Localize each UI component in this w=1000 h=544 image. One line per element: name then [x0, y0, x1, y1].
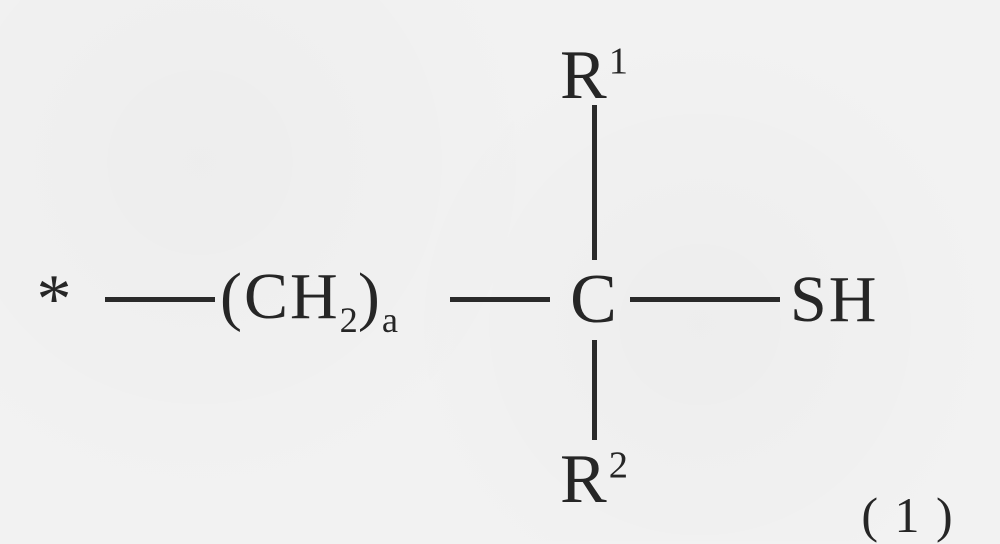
- r2-sup: 2: [609, 445, 628, 487]
- bond-c-to-r1: [592, 105, 597, 260]
- attachment-point: *: [37, 260, 74, 340]
- bond-attach-to-ch2: [105, 297, 215, 302]
- ch2-group: (CH2)a: [220, 259, 398, 341]
- thiol-group: SH: [790, 262, 878, 338]
- center-carbon: C: [570, 260, 619, 340]
- bond-ch2-to-c: [450, 297, 550, 302]
- r1-sup: 1: [609, 41, 628, 83]
- ch2-mid: ): [358, 260, 382, 333]
- ch2-sub2: 2: [340, 300, 358, 340]
- r2-base: R: [560, 441, 609, 518]
- r1-substituent: R1: [560, 36, 628, 116]
- r1-base: R: [560, 37, 609, 114]
- r2-substituent: R2: [560, 440, 628, 520]
- chemical-structure-diagram: * (CH2)a C SH R1 R2 ( 1 ): [0, 0, 1000, 541]
- ch2-sub-a: a: [382, 300, 398, 340]
- equation-number: ( 1 ): [861, 486, 954, 544]
- ch2-pre: (CH: [220, 260, 340, 333]
- bond-c-to-sh: [630, 297, 780, 302]
- bond-c-to-r2: [592, 340, 597, 440]
